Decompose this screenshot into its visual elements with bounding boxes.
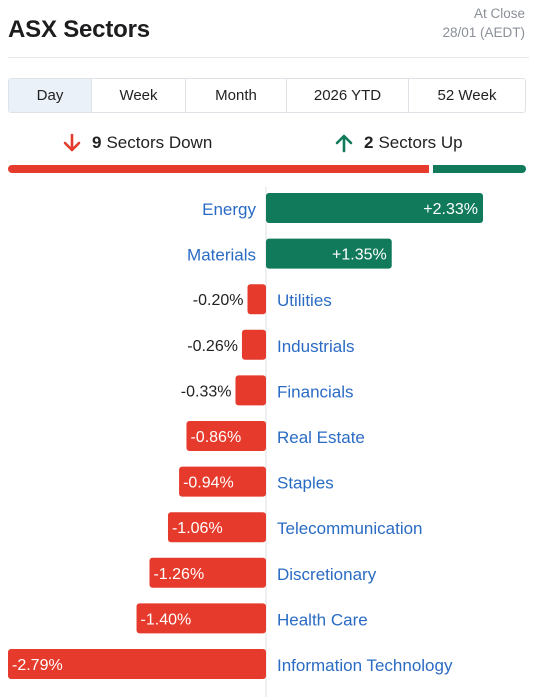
bar[interactable] [8, 649, 266, 679]
sectors-down-label: Sectors Down [106, 133, 213, 152]
bar[interactable] [266, 193, 483, 223]
sectors-up-label: Sectors Up [378, 133, 463, 152]
sectors-up-summary: 2 Sectors Up [334, 130, 463, 156]
up-down-ratio-bar [8, 165, 526, 173]
tab-week[interactable]: Week [92, 79, 186, 112]
ratio-down-segment [8, 165, 429, 173]
category-label[interactable]: Information Technology [277, 656, 453, 675]
arrow-down-icon [63, 133, 81, 152]
market-date: 28/01 (AEDT) [442, 25, 525, 40]
data-label: -0.33% [181, 383, 232, 400]
arrow-up-icon [335, 134, 353, 153]
data-label: +1.35% [332, 247, 387, 264]
tab-day[interactable]: Day [9, 79, 92, 112]
category-label[interactable]: Financials [277, 382, 354, 401]
data-label: -1.06% [172, 520, 223, 537]
data-label: -1.40% [141, 611, 192, 628]
category-label[interactable]: Materials [187, 246, 256, 265]
sectors-down-count: 9 [92, 133, 102, 152]
close-info: At Close 28/01 (AEDT) [442, 4, 525, 42]
tab-month[interactable]: Month [186, 79, 287, 112]
data-label: -1.26% [153, 566, 204, 583]
tab-ytd[interactable]: 2026 YTD [287, 79, 409, 112]
data-label: +2.33% [423, 201, 478, 218]
period-tabs: Day Week Month 2026 YTD 52 Week [8, 78, 526, 113]
bar[interactable] [186, 421, 266, 451]
market-status: At Close [473, 6, 525, 21]
bar[interactable] [136, 603, 266, 634]
bar[interactable] [266, 238, 392, 269]
data-label: -2.79% [12, 657, 63, 674]
data-label: -0.94% [183, 475, 234, 492]
bar[interactable] [235, 375, 266, 406]
category-label[interactable]: Energy [202, 200, 256, 219]
category-label[interactable]: Industrials [277, 337, 354, 356]
page-title: ASX Sectors [8, 16, 150, 43]
sectors-up-count: 2 [364, 133, 374, 152]
data-label: -0.86% [190, 429, 241, 446]
category-label[interactable]: Telecommunication [277, 519, 423, 538]
category-label[interactable]: Utilities [277, 291, 332, 310]
bar[interactable] [149, 557, 266, 588]
bar[interactable] [167, 512, 266, 543]
category-label[interactable]: Staples [277, 474, 334, 493]
tab-52-week[interactable]: 52 Week [437, 87, 497, 104]
data-label: -0.26% [187, 338, 238, 355]
ratio-up-segment [432, 165, 526, 173]
bar[interactable] [247, 284, 266, 315]
category-label[interactable]: Discretionary [277, 565, 377, 584]
sectors-down-summary: 9 Sectors Down [62, 130, 212, 156]
category-label[interactable]: Health Care [277, 610, 368, 629]
data-label: -0.20% [193, 292, 244, 309]
bar[interactable] [179, 466, 266, 497]
category-label[interactable]: Real Estate [277, 428, 365, 447]
sector-bar-chart: +2.33% Energy +1.35% Materials -0.20% Utiliti… [8, 187, 483, 697]
bar[interactable] [241, 329, 266, 360]
header: ASX Sectors At Close 28/01 (AEDT) [8, 0, 529, 58]
